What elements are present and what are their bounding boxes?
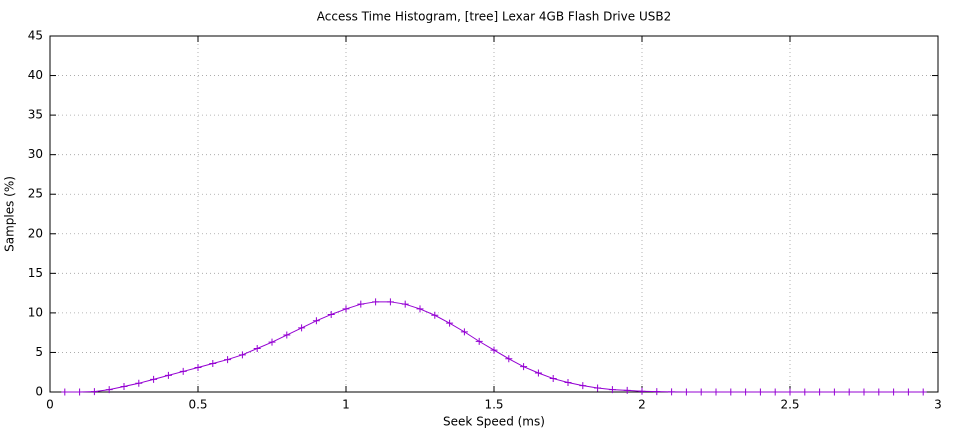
x-tick-label: 0 [46, 398, 54, 412]
y-tick-label: 40 [28, 68, 43, 82]
point-marker [268, 338, 276, 346]
point-marker [312, 317, 320, 325]
point-marker [76, 388, 84, 396]
x-tick-label: 0.5 [188, 398, 207, 412]
point-marker [283, 331, 291, 339]
plot-frame [49, 35, 939, 393]
point-marker [594, 384, 602, 392]
point-marker [194, 363, 202, 371]
y-tick-label: 30 [28, 147, 43, 161]
point-marker [224, 356, 232, 364]
y-tick-label: 5 [35, 345, 43, 359]
point-marker [549, 375, 557, 383]
point-marker [653, 388, 661, 396]
point-marker [327, 310, 335, 318]
point-marker [372, 298, 380, 306]
point-marker [238, 351, 246, 359]
point-marker [756, 388, 764, 396]
y-tick-label: 25 [28, 187, 43, 201]
point-marker [431, 311, 439, 319]
point-marker [860, 388, 868, 396]
point-marker [564, 379, 572, 387]
chart-title: Access Time Histogram, [tree] Lexar 4GB … [317, 10, 671, 24]
point-marker [357, 300, 365, 308]
y-tick-label: 35 [28, 108, 43, 122]
point-marker [520, 363, 528, 371]
y-axis-label: Samples (%) [3, 176, 17, 252]
point-marker [727, 388, 735, 396]
point-marker [342, 305, 350, 313]
point-marker [830, 388, 838, 396]
point-marker [401, 300, 409, 308]
point-marker [608, 386, 616, 394]
point-marker [875, 388, 883, 396]
y-tick-label: 0 [35, 385, 43, 399]
x-tick-label: 2 [638, 398, 646, 412]
point-marker [668, 388, 676, 396]
point-marker [120, 382, 128, 390]
point-marker [638, 387, 646, 395]
point-marker [890, 388, 898, 396]
point-marker [904, 388, 912, 396]
point-marker [623, 386, 631, 394]
point-marker [845, 388, 853, 396]
x-tick-label: 2.5 [780, 398, 799, 412]
point-marker [919, 388, 927, 396]
point-marker [801, 388, 809, 396]
point-marker [771, 388, 779, 396]
point-marker [742, 388, 750, 396]
point-marker [253, 344, 261, 352]
point-marker [386, 298, 394, 306]
point-marker [90, 388, 98, 396]
point-marker [105, 386, 113, 394]
y-tick-label: 15 [28, 266, 43, 280]
point-marker [150, 375, 158, 383]
x-tick-label: 1 [342, 398, 350, 412]
point-marker [164, 371, 172, 379]
point-marker [490, 346, 498, 354]
point-marker [682, 388, 690, 396]
point-marker [460, 328, 468, 336]
y-tick-label: 20 [28, 226, 43, 240]
point-marker [446, 319, 454, 327]
point-marker [209, 360, 217, 368]
point-marker [179, 367, 187, 375]
point-marker [816, 388, 824, 396]
point-marker [61, 388, 69, 396]
point-marker [534, 369, 542, 377]
point-marker [786, 388, 794, 396]
x-tick-label: 3 [934, 398, 942, 412]
point-marker [505, 355, 513, 363]
point-marker [298, 324, 306, 332]
x-tick-label: 1.5 [484, 398, 503, 412]
point-marker [475, 337, 483, 345]
point-marker [712, 388, 720, 396]
y-tick-label: 45 [28, 29, 43, 43]
point-marker [697, 388, 705, 396]
point-marker [135, 379, 143, 387]
y-tick-label: 10 [28, 305, 43, 319]
x-axis-label: Seek Speed (ms) [443, 415, 545, 429]
point-marker [579, 382, 587, 390]
point-marker [416, 305, 424, 313]
